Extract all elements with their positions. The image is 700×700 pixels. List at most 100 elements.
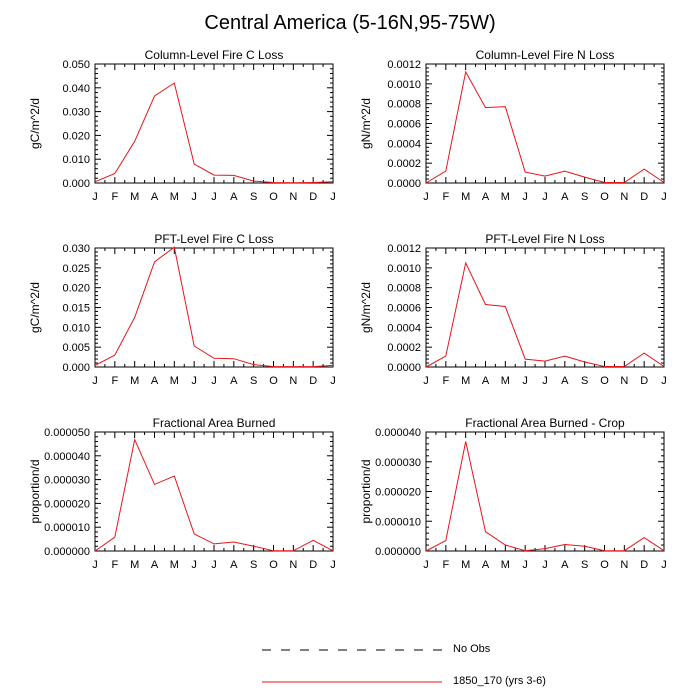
x-tick-label: A — [561, 375, 569, 387]
y-tick-label: 0.000020 — [44, 498, 90, 510]
y-tick-label: 0.0008 — [387, 283, 421, 295]
x-tick-label: S — [250, 375, 257, 387]
x-tick-label: F — [111, 559, 118, 571]
x-tick-label: A — [151, 559, 159, 571]
y-tick-label: 0.000000 — [375, 546, 421, 558]
y-tick-label: 0.020 — [62, 283, 90, 295]
chart-panel-1: J F M A M J J A S O N D J0.0000.0100.0200.0300.0400.… — [28, 48, 336, 203]
y-tick-label: 0.050 — [62, 59, 90, 71]
x-tick-label: A — [561, 191, 569, 203]
x-tick-label: J — [542, 559, 548, 571]
x-tick-label: S — [581, 375, 588, 387]
x-tick-label: A — [230, 375, 238, 387]
x-tick-label: A — [561, 559, 569, 571]
y-tick-label: 0.000030 — [44, 475, 90, 487]
plot-frame — [425, 63, 665, 184]
x-tick-label: A — [230, 559, 238, 571]
x-tick-label: J — [330, 191, 336, 203]
x-tick-label: D — [640, 375, 648, 387]
legend-label-no-obs: No Obs — [453, 643, 491, 655]
x-tick-label: F — [111, 191, 118, 203]
x-tick-label: J — [92, 191, 98, 203]
x-tick-label: F — [111, 375, 118, 387]
x-tick-label: O — [600, 191, 609, 203]
y-axis-label: gC/m^2/d — [28, 98, 42, 149]
x-tick-label: J — [191, 375, 197, 387]
y-tick-label: 0.030 — [62, 107, 90, 119]
series-line-1 — [94, 246, 334, 368]
x-tick-label: J — [92, 559, 98, 571]
x-tick-label: S — [581, 191, 588, 203]
series-line-1 — [94, 82, 334, 184]
y-tick-label: 0.0000 — [387, 178, 421, 190]
chart-title: PFT-Level Fire N Loss — [485, 232, 604, 246]
x-tick-label: F — [442, 375, 449, 387]
chart-title: Fractional Area Burned - Crop — [465, 416, 625, 430]
x-tick-label: J — [423, 559, 429, 571]
y-tick-label: 0.0004 — [387, 138, 421, 150]
y-axis-label: gN/m^2/d — [359, 282, 373, 333]
y-axis-label: gC/m^2/d — [28, 282, 42, 333]
x-tick-label: J — [330, 375, 336, 387]
chart-panel-4: J F M A M J J A S O N D J0.00000.00020.00040.00060.0… — [359, 232, 667, 387]
y-tick-label: 0.0008 — [387, 99, 421, 111]
x-tick-label: M — [170, 191, 179, 203]
plot-frame — [94, 247, 334, 368]
chart-panel-2: J F M A M J J A S O N D J0.00000.00020.00040.00060.0… — [359, 48, 667, 203]
x-tick-label: J — [191, 191, 197, 203]
chart-panel-6: J F M A M J J A S O N D J0.0000000.0000100.0000200.0… — [359, 416, 667, 571]
chart-title: PFT-Level Fire C Loss — [154, 232, 273, 246]
y-axis-label: proportion/d — [28, 459, 42, 523]
chart-title: Fractional Area Burned — [153, 416, 276, 430]
y-tick-label: 0.000040 — [375, 427, 421, 439]
y-tick-label: 0.000020 — [375, 487, 421, 499]
x-tick-label: O — [600, 559, 609, 571]
y-tick-label: 0.0012 — [387, 59, 421, 71]
chart-panel-5: J F M A M J J A S O N D J0.0000000.0000100.0000200.0… — [28, 416, 336, 571]
x-tick-label: A — [482, 559, 490, 571]
y-axis-label: proportion/d — [359, 459, 373, 523]
y-tick-label: 0.000050 — [44, 427, 90, 439]
x-tick-label: F — [442, 191, 449, 203]
x-tick-label: J — [522, 375, 528, 387]
x-tick-label: N — [289, 191, 297, 203]
legend-label-model: 1850_170 (yrs 3-6) — [453, 675, 546, 687]
x-tick-label: J — [661, 375, 667, 387]
plot-frame — [94, 431, 334, 552]
y-tick-label: 0.015 — [62, 303, 90, 315]
plot-frame — [94, 63, 334, 184]
x-tick-label: A — [482, 375, 490, 387]
x-tick-label: D — [309, 191, 317, 203]
y-tick-label: 0.0000 — [387, 362, 421, 374]
x-tick-label: J — [211, 375, 217, 387]
figure-title: Central America (5-16N,95-75W) — [204, 12, 496, 34]
x-tick-label: M — [130, 375, 139, 387]
x-tick-label: N — [620, 191, 628, 203]
x-tick-label: O — [269, 559, 278, 571]
x-tick-label: M — [130, 191, 139, 203]
x-tick-label: M — [501, 191, 510, 203]
y-tick-label: 0.0002 — [387, 342, 421, 354]
chart-panel-3: J F M A M J J A S O N D J0.0000.0050.0100.0150.0200.… — [28, 232, 336, 387]
x-tick-label: N — [289, 559, 297, 571]
y-axis-label: gN/m^2/d — [359, 98, 373, 149]
x-tick-label: J — [423, 191, 429, 203]
x-tick-label: M — [461, 375, 470, 387]
x-tick-label: J — [330, 559, 336, 571]
x-tick-label: J — [522, 559, 528, 571]
chart-title: Column-Level Fire N Loss — [476, 48, 615, 62]
x-tick-label: A — [151, 375, 159, 387]
x-tick-label: J — [423, 375, 429, 387]
y-tick-label: 0.010 — [62, 154, 90, 166]
x-tick-label: J — [542, 375, 548, 387]
plot-frame — [425, 431, 665, 552]
x-tick-label: D — [640, 191, 648, 203]
y-tick-label: 0.0012 — [387, 243, 421, 255]
x-tick-label: O — [269, 191, 278, 203]
x-tick-label: M — [130, 559, 139, 571]
y-tick-label: 0.020 — [62, 130, 90, 142]
y-tick-label: 0.0004 — [387, 322, 421, 334]
y-tick-label: 0.025 — [62, 263, 90, 275]
y-tick-label: 0.000010 — [44, 522, 90, 534]
